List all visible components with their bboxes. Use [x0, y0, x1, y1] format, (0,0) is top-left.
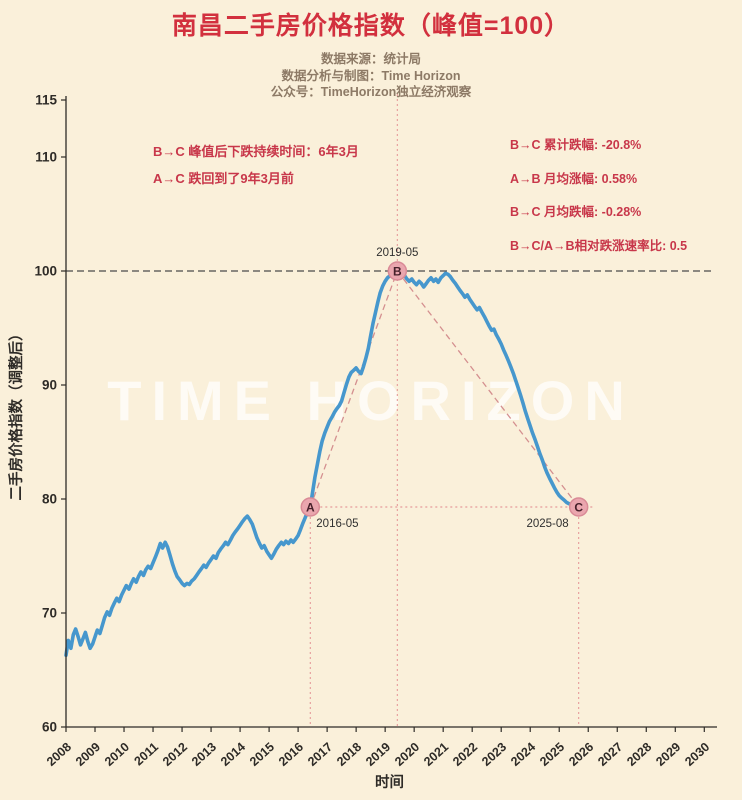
- y-tick-label: 115: [35, 93, 57, 108]
- connector-A-B: [309, 270, 398, 508]
- x-tick-label: 2023: [479, 740, 509, 769]
- subtitle-author: 数据分析与制图：Time Horizon: [281, 68, 461, 83]
- x-tick-label: 2022: [450, 740, 480, 769]
- x-axis-label: 时间: [375, 773, 404, 791]
- marker-letter-C: C: [574, 500, 583, 514]
- x-tick-label: 2015: [247, 740, 277, 769]
- x-tick-label: 2010: [102, 740, 132, 769]
- x-tick-label: 2014: [218, 740, 248, 769]
- x-tick-label: 2013: [189, 740, 219, 769]
- x-tick-label: 2011: [132, 740, 162, 769]
- x-tick-label: 2018: [334, 740, 364, 769]
- x-tick-label: 2026: [566, 740, 596, 769]
- marker-date-C: 2025-08: [526, 518, 568, 530]
- x-tick-label: 2020: [392, 740, 422, 769]
- subtitle-channel: 公众号：TimeHorizon独立经济观察: [270, 85, 472, 99]
- x-tick-label: 2017: [305, 740, 335, 769]
- y-tick-label: 80: [42, 492, 57, 507]
- price-index-series: [64, 269, 581, 657]
- marker-date-A: 2016-05: [316, 518, 358, 530]
- x-tick-label: 2019: [363, 740, 393, 769]
- marker-date-B: 2019-05: [376, 247, 418, 259]
- y-tick-label: 90: [42, 378, 57, 393]
- x-tick-label: 2028: [624, 740, 654, 769]
- y-tick-label: 70: [42, 606, 57, 621]
- x-tick-label: 2008: [44, 740, 74, 769]
- marker-letter-A: A: [306, 500, 315, 514]
- x-tick-label: 2027: [595, 740, 625, 769]
- marker-point-A: [300, 497, 321, 517]
- x-tick-label: 2029: [653, 740, 683, 769]
- x-tick-label: 2025: [537, 740, 567, 769]
- x-tick-label: 2016: [276, 740, 306, 769]
- subtitle-data-source: 数据来源：统计局: [320, 52, 421, 66]
- chart-title: 南昌二手房价格指数（峰值=100）: [171, 12, 571, 40]
- x-tick-label: 2021: [421, 740, 451, 769]
- y-tick-label: 110: [35, 150, 57, 165]
- x-tick-label: 2012: [160, 740, 190, 769]
- connector-B-C: [396, 270, 580, 508]
- marker-point-B: [387, 261, 408, 281]
- marker-letter-B: B: [393, 265, 402, 279]
- x-tick-label: 2024: [508, 740, 538, 769]
- y-axis-label: 二手房价格指数（调整后）: [7, 327, 25, 501]
- y-tick-label: 100: [34, 264, 57, 279]
- x-tick-label: 2030: [682, 740, 712, 769]
- chart-subtitle: 数据来源：统计局 数据分析与制图：Time Horizon 公众号：TimeHo…: [0, 51, 742, 101]
- y-tick-label: 60: [42, 720, 57, 735]
- x-tick-label: 2009: [73, 740, 103, 769]
- marker-point-C: [568, 497, 589, 517]
